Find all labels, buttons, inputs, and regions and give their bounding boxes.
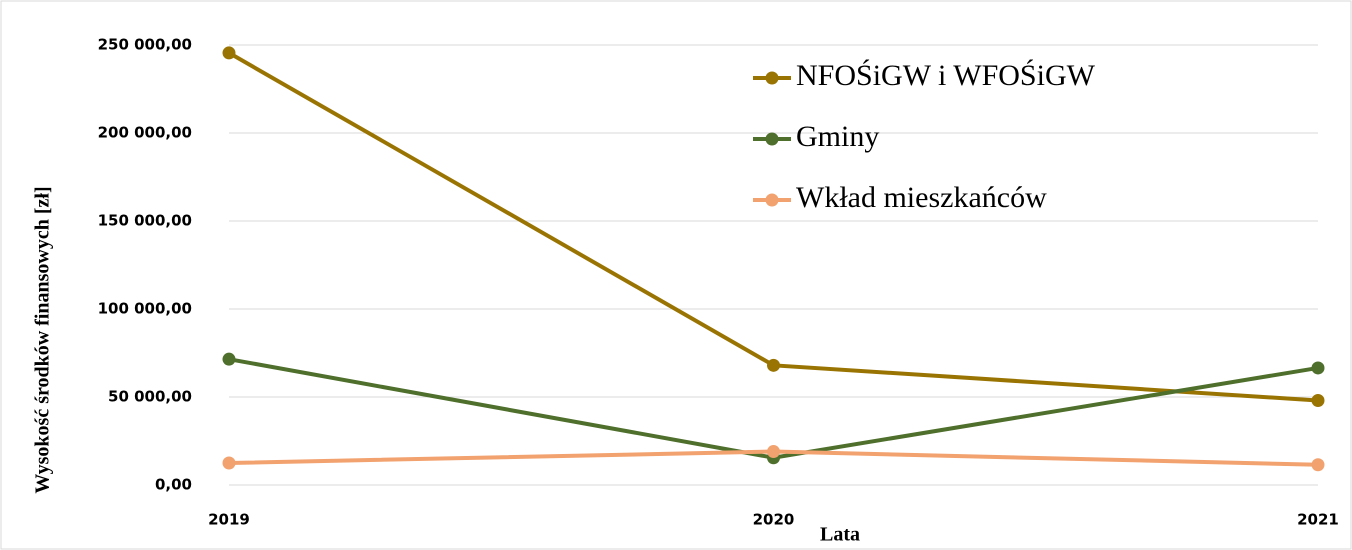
legend-label: Wkład mieszkańców [796,181,1047,214]
x-tick-label: 2019 [208,511,250,529]
legend-marker [765,71,779,85]
point [767,445,780,459]
legend-label: Gminy [796,120,879,153]
point [222,456,236,470]
y-tick-label: 0,00 [155,476,192,494]
legend-marker [765,132,779,146]
x-tick-label: 2021 [1297,511,1339,529]
y-axis-title: Wysokość środków finansowych [zł] [32,186,54,493]
point [222,352,236,366]
point [222,46,236,60]
point [1311,394,1325,408]
y-tick-label: 250 000,00 [98,36,192,54]
x-tick-label: 2020 [753,511,795,529]
y-tick-label: 150 000,00 [98,212,192,230]
point [1311,361,1325,375]
x-axis-title: Lata [820,524,860,546]
legend-label: NFOŚiGW i WFOŚiGW [796,59,1096,92]
y-tick-label: 50 000,00 [108,388,192,406]
point [1311,458,1325,472]
point [767,358,780,372]
y-tick-label: 100 000,00 [98,300,192,318]
legend-marker [765,193,779,207]
y-tick-label: 200 000,00 [98,124,192,142]
